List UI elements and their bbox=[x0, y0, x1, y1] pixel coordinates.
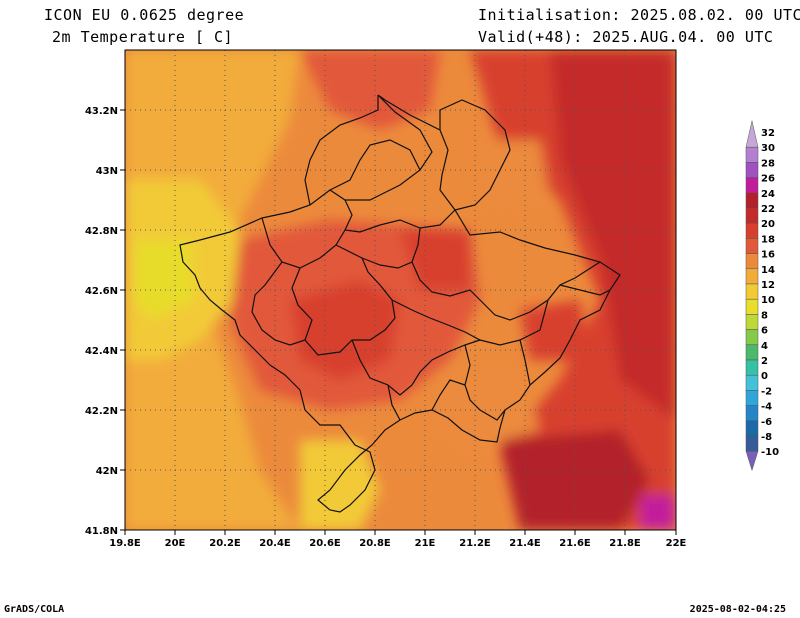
colorbar-swatch bbox=[745, 192, 759, 209]
lon-tick-label: 21.6E bbox=[559, 538, 591, 549]
lon-tick-label: 21.4E bbox=[509, 538, 541, 549]
colorbar-swatch bbox=[745, 298, 759, 315]
lon-tick-label: 19.8E bbox=[109, 538, 141, 549]
colorbar-swatch bbox=[745, 177, 759, 194]
colorbar-swatch bbox=[745, 435, 759, 452]
colorbar-label: -4 bbox=[761, 402, 772, 413]
colorbar-swatch bbox=[745, 146, 759, 163]
lon-tick-label: 21.2E bbox=[459, 538, 491, 549]
colorbar-label: 4 bbox=[761, 341, 768, 352]
colorbar-label: 16 bbox=[761, 250, 775, 261]
colorbar-label: 6 bbox=[761, 326, 768, 337]
lon-tick-label: 20.4E bbox=[259, 538, 291, 549]
colorbar-label: 14 bbox=[761, 265, 775, 276]
timestamp-label: 2025-08-02-04:25 bbox=[689, 604, 786, 615]
colorbar-swatch bbox=[745, 162, 759, 178]
colorbar-label: 12 bbox=[761, 280, 775, 291]
colorbar-swatch bbox=[745, 207, 759, 224]
map-title-variable: 2m Temperature [ C] bbox=[52, 28, 234, 46]
lon-tick-label: 22E bbox=[666, 538, 687, 549]
colorbar-swatch bbox=[745, 253, 759, 270]
lon-tick-label: 21.8E bbox=[609, 538, 641, 549]
colorbar-swatch bbox=[745, 283, 759, 300]
lat-tick-label: 42.4N bbox=[85, 346, 118, 357]
colorbar-label: 26 bbox=[761, 174, 775, 185]
map-title-model: ICON EU 0.0625 degree bbox=[44, 6, 245, 24]
lat-tick-label: 43N bbox=[96, 166, 118, 177]
colorbar-label: 28 bbox=[761, 158, 775, 169]
colorbar-swatch bbox=[745, 238, 759, 254]
colorbar-label: 22 bbox=[761, 204, 775, 215]
valid-time-label: Valid(+48): 2025.AUG.04. 00 UTC bbox=[478, 28, 774, 46]
lon-tick-label: 21E bbox=[415, 538, 436, 549]
colorbar-label: 32 bbox=[761, 128, 775, 139]
lon-tick-label: 20E bbox=[165, 538, 186, 549]
colorbar-swatch bbox=[745, 405, 759, 422]
colorbar-swatch bbox=[745, 268, 759, 285]
colorbar-swatch bbox=[745, 344, 759, 361]
colorbar-label: -10 bbox=[761, 447, 779, 458]
lat-tick-label: 42.6N bbox=[85, 286, 118, 297]
colorbar-swatch bbox=[745, 329, 759, 346]
colorbar-swatch bbox=[745, 314, 759, 330]
lat-tick-label: 41.8N bbox=[85, 526, 118, 537]
colorbar-label: 18 bbox=[761, 234, 775, 245]
graticule bbox=[125, 50, 676, 530]
colorbar-swatch bbox=[745, 120, 759, 148]
credit-label: GrADS/COLA bbox=[4, 604, 65, 615]
colorbar-label: -8 bbox=[761, 432, 772, 443]
colorbar-label: -6 bbox=[761, 417, 772, 428]
colorbar-label: 24 bbox=[761, 189, 775, 200]
colorbar-label: 2 bbox=[761, 356, 768, 367]
lon-tick-label: 20.6E bbox=[309, 538, 341, 549]
lat-tick-label: 42N bbox=[96, 466, 118, 477]
colorbar-swatch bbox=[745, 359, 759, 376]
colorbar-swatch bbox=[745, 374, 759, 391]
colorbar-label: 8 bbox=[761, 310, 768, 321]
lat-tick-label: 43.2N bbox=[85, 106, 118, 117]
colorbar-swatch bbox=[745, 450, 759, 472]
colorbar-label: 0 bbox=[761, 371, 768, 382]
lat-tick-label: 42.2N bbox=[85, 406, 118, 417]
colorbar-swatch bbox=[745, 390, 759, 406]
lon-tick-label: 20.2E bbox=[209, 538, 241, 549]
country-borders bbox=[179, 94, 621, 513]
colorbar-label: -2 bbox=[761, 386, 772, 397]
colorbar-label: 10 bbox=[761, 295, 775, 306]
lon-tick-label: 20.8E bbox=[359, 538, 391, 549]
colorbar-label: 20 bbox=[761, 219, 775, 230]
lat-tick-label: 42.8N bbox=[85, 226, 118, 237]
colorbar-swatch bbox=[745, 222, 759, 239]
colorbar-swatch bbox=[745, 420, 759, 437]
colorbar-label: 30 bbox=[761, 143, 775, 154]
initialisation-label: Initialisation: 2025.08.02. 00 UTC bbox=[478, 6, 800, 24]
